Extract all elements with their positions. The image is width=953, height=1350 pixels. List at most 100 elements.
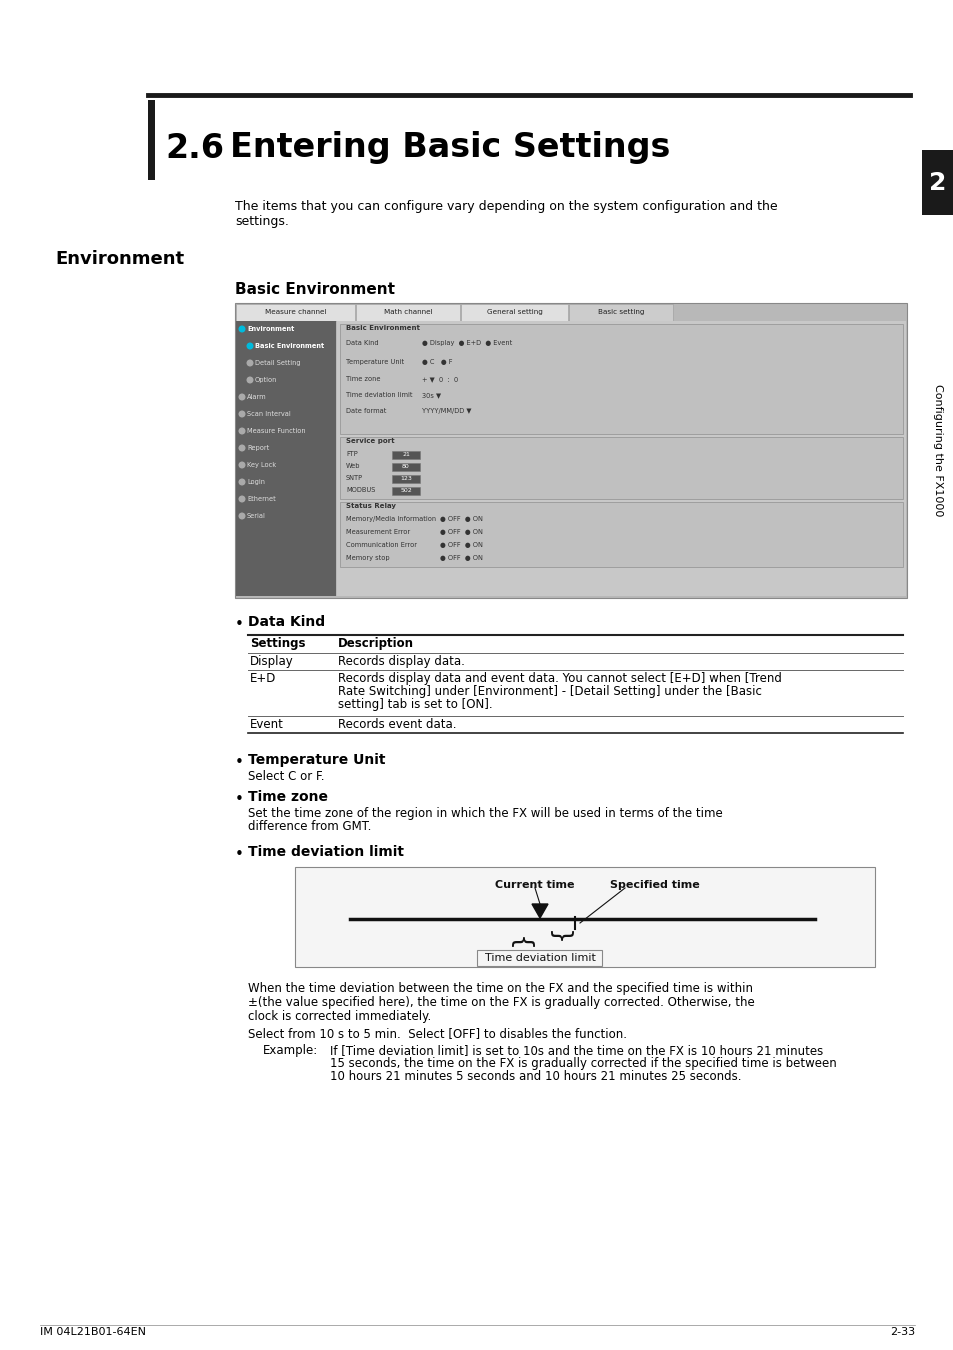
Text: Temperature Unit: Temperature Unit bbox=[248, 753, 385, 767]
Bar bbox=[148, 100, 154, 180]
Text: Measure Function: Measure Function bbox=[247, 428, 305, 433]
Text: Date format: Date format bbox=[346, 408, 386, 414]
Bar bbox=[294, 867, 874, 967]
Text: Detail Setting: Detail Setting bbox=[254, 360, 300, 366]
Circle shape bbox=[239, 446, 245, 451]
Text: The items that you can configure vary depending on the system configuration and : The items that you can configure vary de… bbox=[234, 200, 777, 213]
Text: •: • bbox=[234, 792, 244, 807]
Circle shape bbox=[239, 327, 245, 332]
Text: Current time: Current time bbox=[495, 880, 574, 890]
Circle shape bbox=[239, 497, 245, 502]
Text: Environment: Environment bbox=[247, 325, 294, 332]
Text: Web: Web bbox=[346, 463, 360, 468]
Circle shape bbox=[247, 360, 253, 366]
Text: Records display data.: Records display data. bbox=[337, 655, 464, 668]
Text: Event: Event bbox=[250, 718, 284, 730]
Text: difference from GMT.: difference from GMT. bbox=[248, 819, 371, 833]
Text: ● C   ● F: ● C ● F bbox=[421, 359, 452, 364]
Text: Communication Error: Communication Error bbox=[346, 541, 416, 548]
Text: ● OFF  ● ON: ● OFF ● ON bbox=[439, 516, 482, 522]
Text: Display: Display bbox=[250, 655, 294, 668]
Text: Basic Environment: Basic Environment bbox=[234, 282, 395, 297]
Text: 502: 502 bbox=[399, 489, 412, 494]
Text: setting] tab is set to [ON].: setting] tab is set to [ON]. bbox=[337, 698, 492, 711]
Circle shape bbox=[239, 513, 245, 518]
Text: Login: Login bbox=[247, 479, 265, 485]
Text: Select C or F.: Select C or F. bbox=[248, 769, 324, 783]
Text: Temperature Unit: Temperature Unit bbox=[346, 359, 404, 364]
Text: Memory/Media Information: Memory/Media Information bbox=[346, 516, 436, 522]
Bar bbox=[235, 304, 355, 321]
Text: Data Kind: Data Kind bbox=[346, 340, 378, 346]
Text: Time zone: Time zone bbox=[346, 377, 380, 382]
Text: Report: Report bbox=[247, 446, 269, 451]
Bar bbox=[339, 324, 902, 433]
Text: Set the time zone of the region in which the FX will be used in terms of the tim: Set the time zone of the region in which… bbox=[248, 807, 722, 819]
Text: Alarm: Alarm bbox=[247, 394, 266, 400]
Circle shape bbox=[247, 377, 253, 383]
Bar bbox=[235, 321, 335, 595]
Text: ● OFF  ● ON: ● OFF ● ON bbox=[439, 541, 482, 548]
Text: 123: 123 bbox=[399, 477, 412, 482]
Bar bbox=[234, 302, 906, 598]
Text: Measure channel: Measure channel bbox=[265, 309, 326, 315]
Text: Records display data and event data. You cannot select [E+D] when [Trend: Records display data and event data. You… bbox=[337, 672, 781, 684]
Text: Scan Interval: Scan Interval bbox=[247, 410, 291, 417]
Text: Description: Description bbox=[337, 637, 414, 649]
Text: E+D: E+D bbox=[250, 672, 276, 684]
Text: ● Display  ● E+D  ● Event: ● Display ● E+D ● Event bbox=[421, 340, 512, 346]
Text: Math channel: Math channel bbox=[383, 309, 432, 315]
Text: 2: 2 bbox=[928, 170, 945, 194]
Text: Configuring the FX1000: Configuring the FX1000 bbox=[932, 383, 942, 516]
Text: }: } bbox=[510, 930, 534, 946]
Text: Specified time: Specified time bbox=[610, 880, 700, 890]
Text: Time zone: Time zone bbox=[248, 790, 328, 805]
Text: Service port: Service port bbox=[346, 437, 395, 444]
Text: SNTP: SNTP bbox=[346, 475, 363, 481]
Bar bbox=[921, 150, 953, 215]
Text: Basic Environment: Basic Environment bbox=[346, 325, 419, 331]
Bar bbox=[568, 304, 672, 321]
Text: Serial: Serial bbox=[247, 513, 266, 518]
Bar bbox=[392, 451, 419, 459]
Bar bbox=[339, 502, 902, 567]
Text: Status Relay: Status Relay bbox=[346, 504, 395, 509]
Text: YYYY/MM/DD ▼: YYYY/MM/DD ▼ bbox=[421, 408, 471, 414]
Text: 15 seconds, the time on the FX is gradually corrected if the specified time is b: 15 seconds, the time on the FX is gradua… bbox=[330, 1057, 836, 1071]
Text: Time deviation limit: Time deviation limit bbox=[484, 953, 595, 963]
Text: Time deviation limit: Time deviation limit bbox=[346, 392, 412, 398]
Text: Key Lock: Key Lock bbox=[247, 462, 275, 468]
Text: + ▼  0  :  0: + ▼ 0 : 0 bbox=[421, 377, 457, 382]
Polygon shape bbox=[532, 904, 547, 918]
Circle shape bbox=[239, 428, 245, 433]
Text: Environment: Environment bbox=[55, 250, 184, 269]
Text: 80: 80 bbox=[402, 464, 410, 470]
Text: clock is corrected immediately.: clock is corrected immediately. bbox=[248, 1010, 431, 1023]
Text: ● OFF  ● ON: ● OFF ● ON bbox=[439, 529, 482, 535]
Text: ±(the value specified here), the time on the FX is gradually corrected. Otherwis: ±(the value specified here), the time on… bbox=[248, 996, 754, 1008]
Text: Option: Option bbox=[254, 377, 277, 383]
Text: Memory stop: Memory stop bbox=[346, 555, 389, 562]
Bar bbox=[460, 304, 567, 321]
Bar bbox=[392, 487, 419, 495]
Text: Data Kind: Data Kind bbox=[248, 616, 325, 629]
Text: General setting: General setting bbox=[486, 309, 542, 315]
Bar bbox=[392, 463, 419, 471]
Text: •: • bbox=[234, 755, 244, 770]
Text: Settings: Settings bbox=[250, 637, 305, 649]
Text: 2-33: 2-33 bbox=[889, 1327, 914, 1336]
Circle shape bbox=[239, 394, 245, 400]
Bar bbox=[355, 304, 459, 321]
Text: MODBUS: MODBUS bbox=[346, 487, 375, 493]
Text: •: • bbox=[234, 617, 244, 632]
Text: FTP: FTP bbox=[346, 451, 357, 458]
Text: 2.6: 2.6 bbox=[165, 131, 224, 165]
Bar bbox=[336, 321, 905, 595]
Bar bbox=[392, 475, 419, 483]
Text: IM 04L21B01-64EN: IM 04L21B01-64EN bbox=[40, 1327, 146, 1336]
Text: Select from 10 s to 5 min.  Select [OFF] to disables the function.: Select from 10 s to 5 min. Select [OFF] … bbox=[248, 1027, 626, 1040]
Text: Records event data.: Records event data. bbox=[337, 718, 456, 730]
Text: When the time deviation between the time on the FX and the specified time is wit: When the time deviation between the time… bbox=[248, 981, 752, 995]
Bar bbox=[339, 437, 902, 500]
Text: Example:: Example: bbox=[263, 1044, 318, 1057]
